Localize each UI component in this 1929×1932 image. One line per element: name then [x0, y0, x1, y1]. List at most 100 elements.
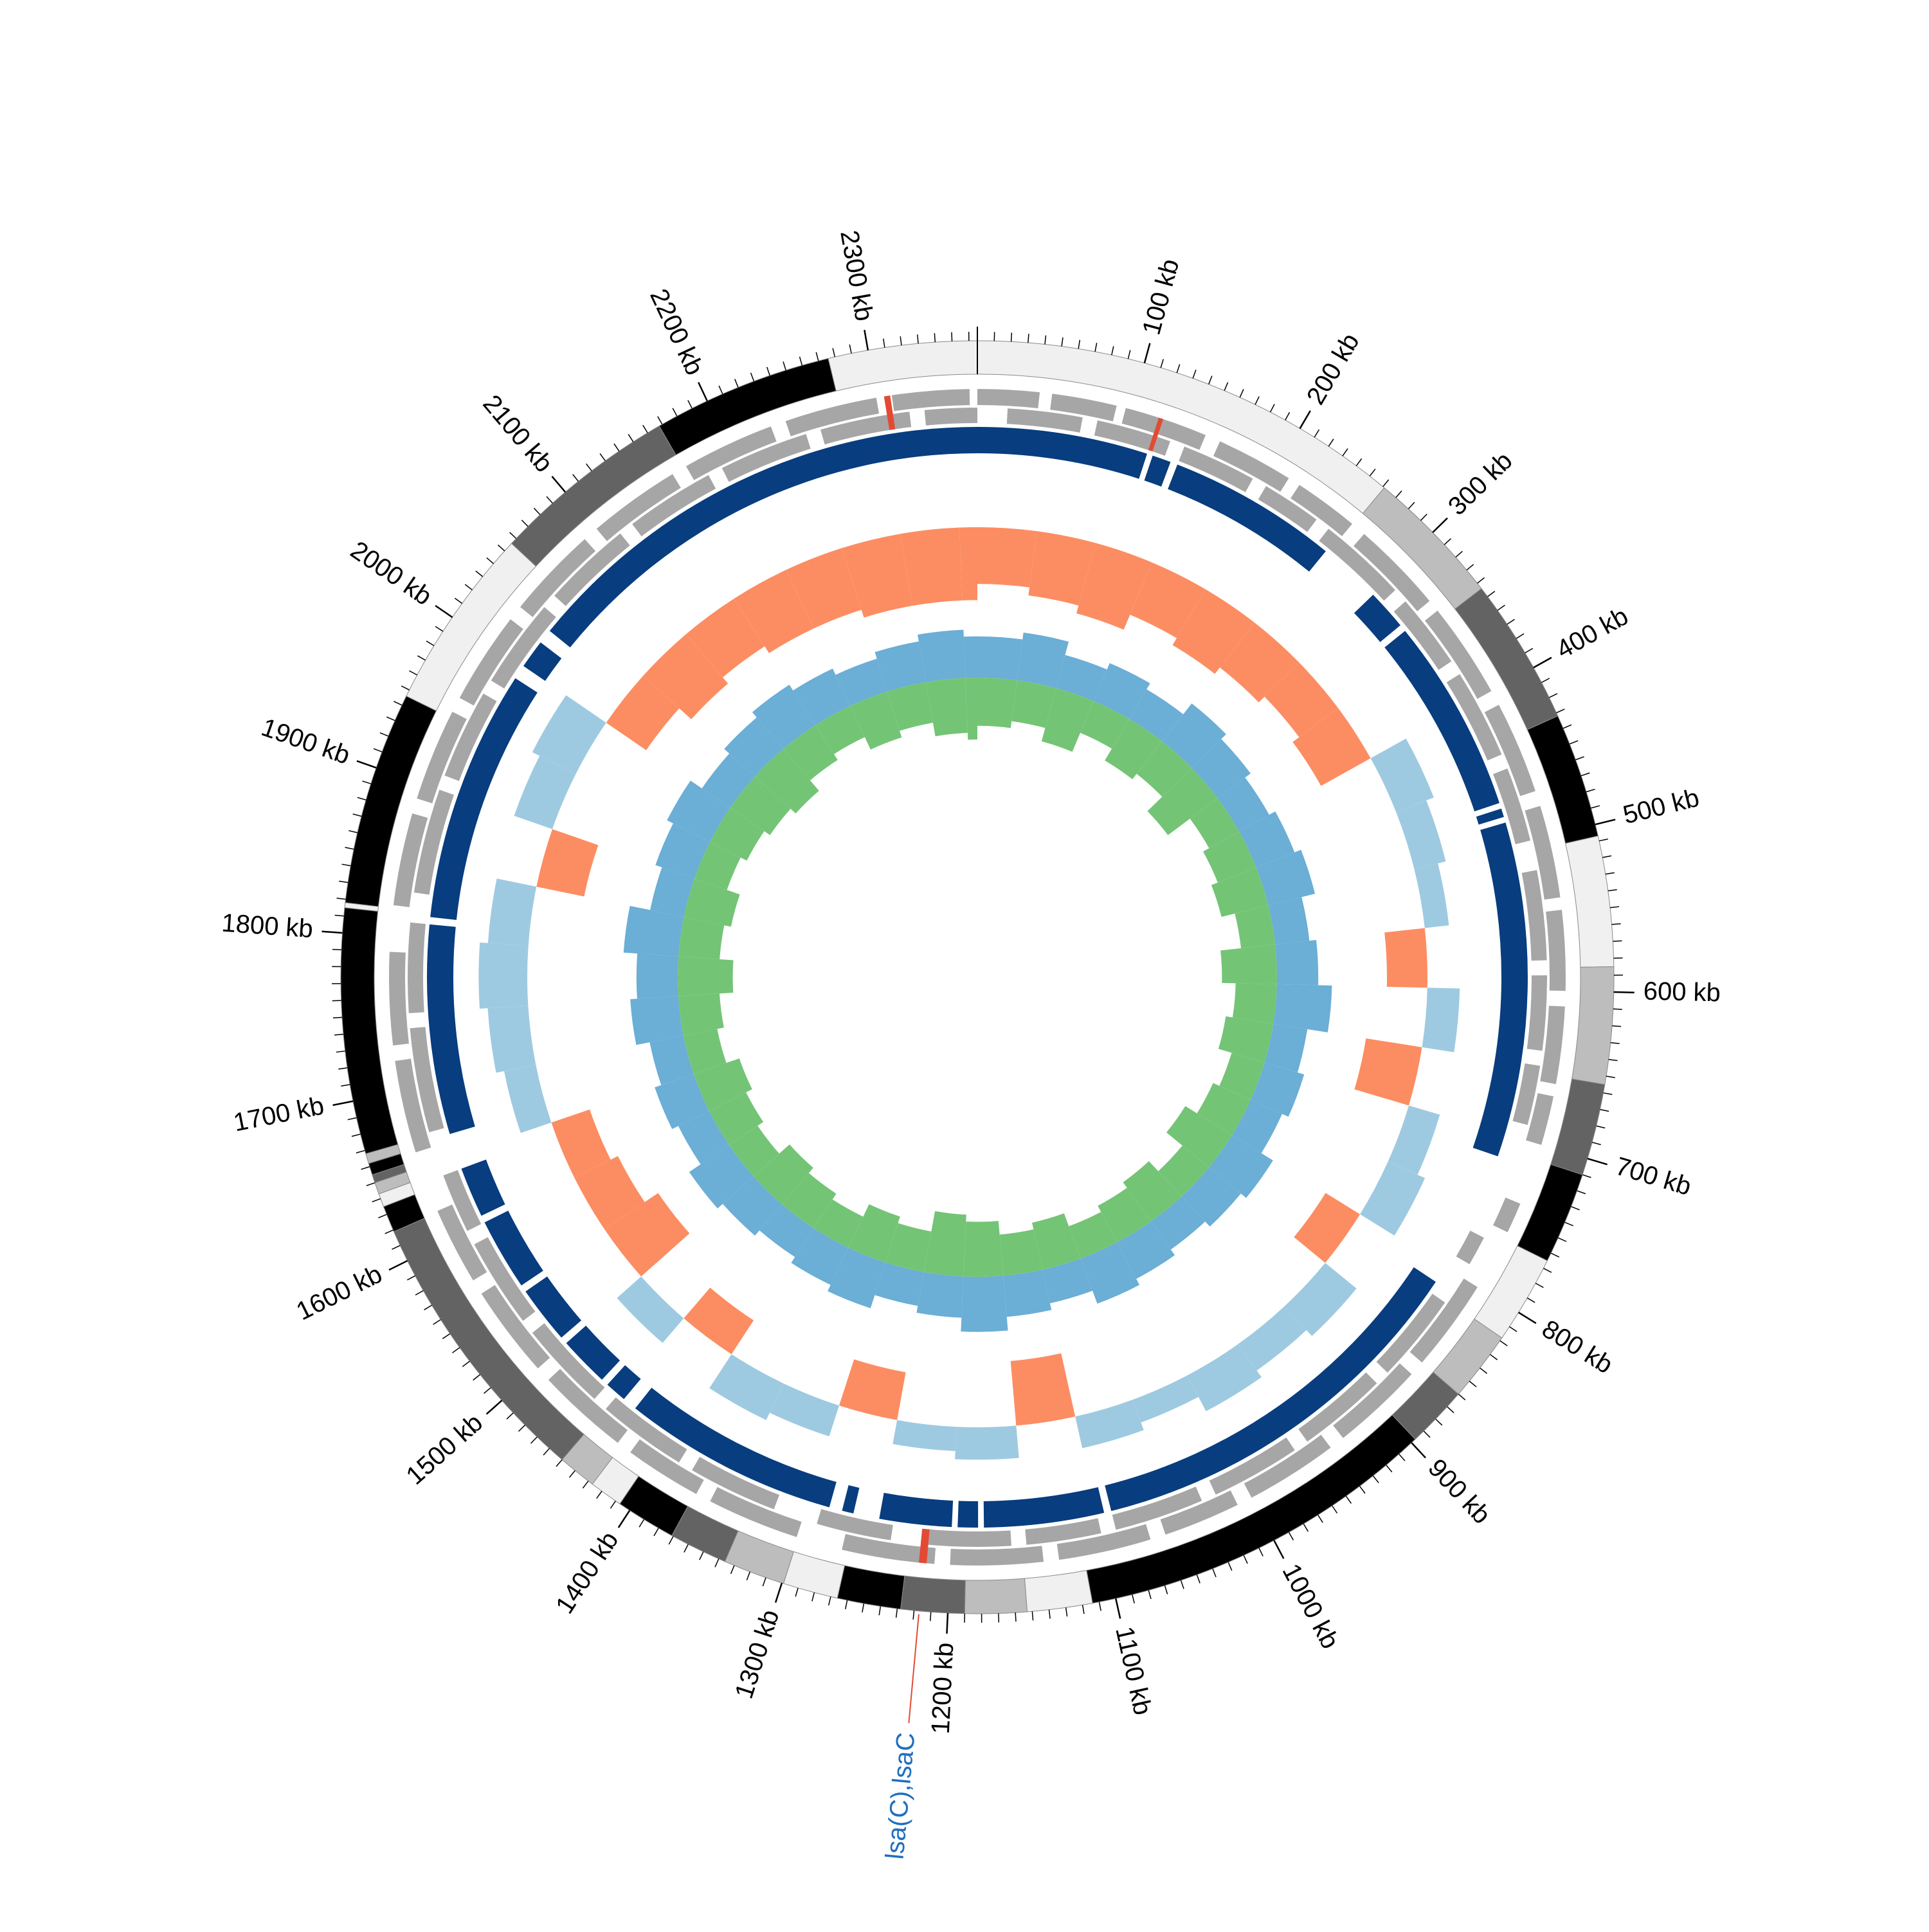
- tick-label: 200 kb: [1301, 329, 1365, 410]
- tick-label: 2000 kb: [345, 536, 437, 611]
- gene-forward: [389, 952, 409, 1046]
- minor-tick: [913, 1611, 914, 1620]
- minor-tick: [547, 496, 552, 503]
- minor-tick: [812, 1593, 815, 1602]
- minor-tick: [1447, 1407, 1454, 1413]
- gc-deviation-bar: [684, 1288, 754, 1355]
- gc-deviation-bar: [770, 1384, 839, 1436]
- minor-tick: [1165, 1585, 1168, 1594]
- skew-inner-bar: [963, 1221, 1003, 1277]
- minor-tick: [1509, 1327, 1517, 1332]
- minor-tick: [1586, 790, 1595, 792]
- gc-deviation-bar: [1415, 863, 1449, 928]
- minor-tick: [1527, 1298, 1535, 1303]
- minor-tick: [1535, 1283, 1543, 1288]
- minor-tick: [401, 686, 409, 690]
- annotation-line: [909, 1614, 919, 1723]
- minor-tick: [1314, 429, 1319, 437]
- contig-segment: [725, 1531, 793, 1584]
- minor-tick: [1558, 1238, 1566, 1241]
- minor-tick: [1581, 773, 1589, 775]
- gene-forward: [1546, 910, 1566, 991]
- minor-tick: [658, 417, 662, 424]
- minor-tick: [543, 1449, 549, 1455]
- tick-label: 1600 kb: [292, 1260, 386, 1326]
- minor-tick: [335, 915, 344, 916]
- tick-label: 2300 kb: [835, 228, 878, 323]
- major-tick: [864, 330, 867, 350]
- minor-tick: [348, 1117, 357, 1119]
- minor-tick: [442, 1333, 450, 1339]
- minor-tick: [1289, 1532, 1294, 1540]
- minor-tick: [1332, 1506, 1337, 1513]
- minor-tick: [1228, 1562, 1232, 1571]
- minor-tick: [385, 1230, 394, 1234]
- major-tick: [435, 606, 452, 617]
- skew-inner-bar: [926, 678, 968, 736]
- minor-tick: [767, 367, 770, 375]
- minor-tick: [332, 1000, 341, 1001]
- gc-deviation-bar: [977, 527, 1037, 588]
- gene-forward: [977, 389, 1040, 408]
- minor-tick: [433, 1319, 441, 1324]
- major-tick: [322, 932, 342, 933]
- minor-tick: [1328, 439, 1334, 447]
- minor-tick: [424, 1305, 432, 1310]
- minor-tick: [341, 1085, 350, 1086]
- minor-tick: [345, 847, 354, 849]
- tick-label: 600 kb: [1643, 977, 1721, 1007]
- minor-tick: [417, 656, 425, 660]
- tick-label: 1900 kb: [258, 713, 354, 770]
- minor-tick: [1032, 1611, 1033, 1620]
- minor-tick: [510, 532, 516, 539]
- minor-tick: [455, 598, 462, 603]
- minor-tick: [1541, 678, 1549, 682]
- minor-tick: [1571, 1207, 1579, 1210]
- minor-tick: [338, 1068, 347, 1069]
- minor-tick: [1303, 1524, 1308, 1531]
- minor-tick: [1045, 336, 1046, 345]
- gene-reverse: [1456, 1231, 1484, 1264]
- minor-tick: [1599, 839, 1608, 841]
- minor-tick: [1370, 469, 1375, 476]
- gene-reverse: [408, 923, 426, 1013]
- minor-tick: [336, 1051, 345, 1052]
- minor-tick: [735, 379, 738, 388]
- minor-tick: [1373, 1476, 1379, 1483]
- gc-deviation-bar: [478, 943, 528, 1009]
- minor-tick: [610, 1501, 615, 1509]
- minor-tick: [534, 508, 540, 514]
- tick-label: 1000 kb: [1277, 1559, 1345, 1653]
- major-tick: [775, 1583, 782, 1602]
- minor-tick: [896, 1609, 898, 1618]
- minor-tick: [407, 1276, 415, 1280]
- minor-tick: [829, 1596, 831, 1605]
- minor-tick: [1436, 1419, 1442, 1425]
- minor-tick: [1193, 370, 1196, 378]
- minor-tick: [1577, 1191, 1586, 1194]
- skew-inner-bar: [1218, 1016, 1273, 1063]
- major-tick: [1145, 343, 1150, 363]
- minor-tick: [586, 464, 592, 471]
- skew-inner-bar: [1233, 983, 1277, 1024]
- minor-tick: [934, 333, 935, 342]
- minor-tick: [1128, 350, 1130, 359]
- tick-label: 1500 kb: [401, 1409, 489, 1491]
- minor-tick: [1083, 1605, 1084, 1614]
- tick-label: 500 kb: [1620, 784, 1702, 830]
- minor-tick: [1383, 480, 1389, 487]
- minor-tick: [751, 373, 754, 381]
- tick-label: 2100 kb: [477, 390, 558, 478]
- minor-tick: [484, 1387, 491, 1393]
- major-tick: [487, 1400, 502, 1414]
- minor-tick: [1255, 397, 1259, 405]
- minor-tick: [1224, 383, 1227, 391]
- hit-block: [957, 1501, 978, 1528]
- minor-tick: [862, 1603, 864, 1612]
- contig-segment: [1517, 1164, 1582, 1261]
- minor-tick: [883, 339, 885, 348]
- major-tick: [333, 1101, 353, 1105]
- minor-tick: [1597, 1126, 1606, 1128]
- minor-tick: [1386, 1465, 1392, 1472]
- minor-tick: [1525, 648, 1533, 653]
